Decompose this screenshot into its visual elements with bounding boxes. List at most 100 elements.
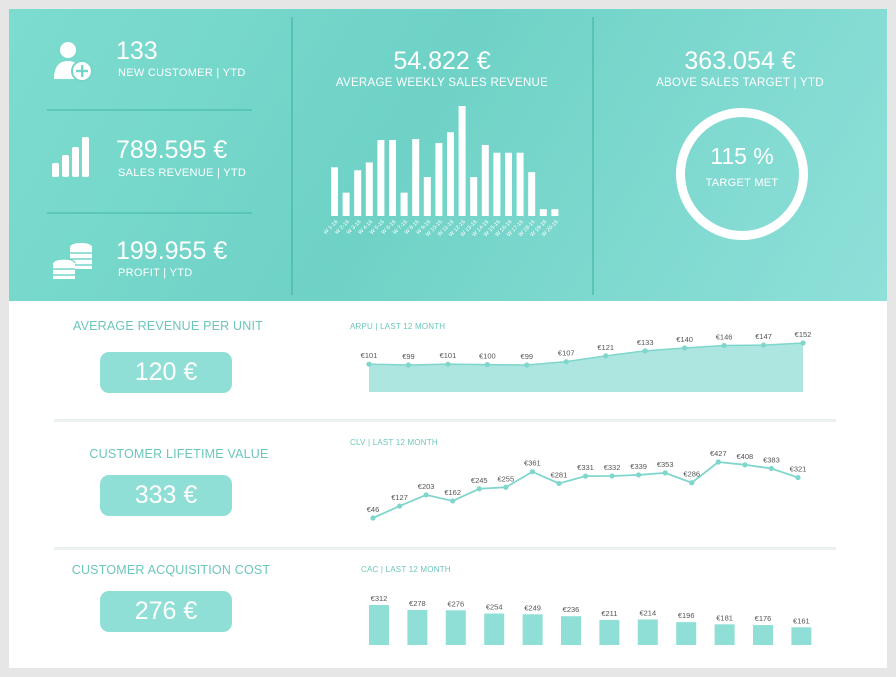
cac-bar [753,625,773,645]
clv-point [423,492,429,498]
clv-data-label: €245 [471,476,488,485]
weekly-bar [365,162,373,216]
cac-bar [561,616,581,645]
clv-point [795,474,801,481]
arpu-data-label: €101 [440,351,457,360]
weekly-bar [539,209,547,216]
profit-label: PROFIT | YTD [118,267,193,279]
clv-point [476,486,482,492]
weekly-bar [505,152,512,216]
cac-data-label: €211 [601,609,617,618]
bar-chart-icon [52,133,96,182]
column-divider [291,17,293,295]
arpu-data-label: €133 [637,338,654,347]
arpu-chart-caption: ARPU | LAST 12 MONTH [350,322,446,331]
arpu-area-chart: €101 €99 €101 €100 €99 €107 €121 €133 €140 €146 €1… [361,330,812,392]
clv-value-pill: 333 € [100,475,232,516]
weekly-bar [354,170,362,216]
new-customer-label: NEW CUSTOMER | YTD [118,67,246,79]
coins-icon [52,239,96,288]
cac-bar [407,610,428,645]
cac-title: CUSTOMER ACQUISITION COST [71,563,271,577]
clv-point [370,515,376,521]
arpu-point [524,362,530,368]
clv-data-label: €203 [418,482,435,491]
weekly-bar [458,106,466,216]
cac-data-label: €176 [755,614,772,623]
clv-data-label: €281 [551,470,568,479]
arpu-data-label: €146 [716,332,733,341]
cac-data-label: €276 [447,599,464,608]
cac-data-label: €254 [486,603,503,612]
arpu-value-pill: 120 € [100,352,232,393]
clv-data-label: €321 [790,465,807,474]
weekly-revenue-label: AVERAGE WEEKLY SALES REVENUE [335,77,549,89]
target-percent: 115 % [710,143,774,169]
clv-point [662,470,668,476]
arpu-point [682,345,688,351]
weekly-revenue-bar-chart: W 1-16W 2-16W 3-16W 4-16W 5-16W 6-16W 7-… [324,106,560,238]
kpi-hero-panel: 133 NEW CUSTOMER | YTD 789.595 € SALES R… [9,9,887,301]
cac-bar [676,622,697,645]
clv-point [529,469,535,475]
sales-revenue-value: 789.595 € [116,136,228,164]
row-divider [54,547,836,550]
arpu-data-label: €100 [479,352,496,361]
clv-data-label: €255 [497,474,514,483]
weekly-bar [389,140,396,216]
target-ring [676,108,808,240]
add-user-icon [51,39,95,88]
row-divider [47,212,252,214]
arpu-title: AVERAGE REVENUE PER UNIT [72,319,264,333]
clv-data-label: €331 [577,463,594,472]
cac-data-label: €249 [524,603,541,612]
new-customer-value: 133 [116,37,158,65]
clv-data-label: €361 [524,459,541,468]
weekly-bar [423,177,431,216]
cac-bar [637,619,658,645]
row-divider [47,109,252,111]
arpu-point [484,361,490,368]
row-divider [54,419,836,422]
cac-data-label: €181 [716,613,733,622]
cac-value-pill: 276 € [100,591,232,632]
above-target-value: 363.054 € [684,47,796,75]
cac-bar [484,613,505,645]
arpu-data-label: €152 [795,330,812,339]
clv-data-label: €383 [763,455,780,464]
clv-point [768,465,775,472]
arpu-point [642,348,648,354]
arpu-data-label: €121 [597,343,614,352]
cac-bar [369,605,389,645]
clv-point [396,503,403,509]
weekly-bar [412,139,420,216]
cac-bar [714,624,735,645]
arpu-point [760,342,767,348]
weekly-bar [342,192,350,216]
clv-data-label: €46 [367,505,380,514]
dashboard-frame: 133 NEW CUSTOMER | YTD 789.595 € SALES R… [9,9,887,668]
arpu-line [368,342,804,366]
arpu-data-label: €99 [402,352,415,361]
above-target-label: ABOVE SALES TARGET | YTD [656,77,824,89]
arpu-data-label: €107 [558,349,575,358]
weekly-bar [447,132,454,216]
arpu-data-label: €99 [521,352,534,361]
cac-data-label: €278 [409,599,426,608]
column-divider [592,17,594,295]
arpu-data-label: €101 [361,351,378,360]
cac-data-label: €312 [371,594,388,603]
weekly-bar [377,140,385,216]
arpu-point [603,353,609,359]
arpu-point [445,361,451,367]
cac-chart-caption: CAC | LAST 12 MONTH [361,565,451,574]
clv-data-label: €408 [737,452,754,461]
clv-point [450,498,456,504]
weekly-bar [435,142,443,216]
weekly-bar [551,209,559,216]
arpu-area [369,343,803,392]
cac-data-label: €236 [563,605,580,614]
clv-data-label: €427 [710,449,727,458]
weekly-bar [493,152,501,216]
weekly-bar [481,144,489,216]
